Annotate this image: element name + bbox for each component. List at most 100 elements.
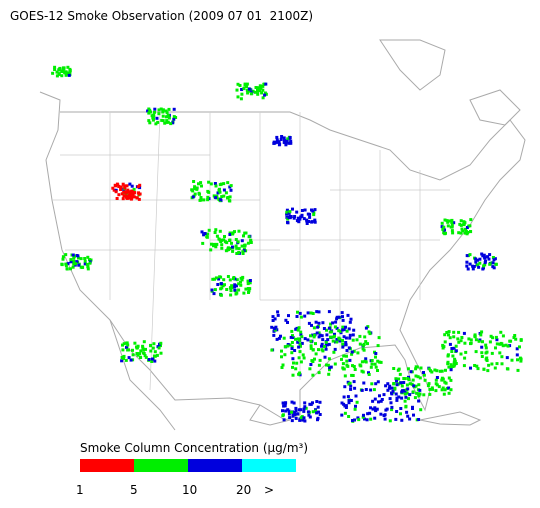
smoke-pixel — [325, 328, 328, 332]
smoke-pixel — [249, 238, 253, 242]
smoke-pixel — [290, 400, 294, 404]
smoke-pixel — [277, 143, 281, 147]
smoke-pixel — [368, 332, 372, 336]
smoke-pixel — [389, 401, 393, 405]
smoke-pixel — [209, 182, 213, 186]
smoke-pixel — [355, 338, 359, 342]
smoke-pixel — [247, 289, 251, 293]
smoke-pixel — [441, 343, 445, 347]
smoke-pixel — [454, 362, 458, 365]
smoke-pixel — [139, 349, 143, 353]
smoke-pixel — [457, 231, 461, 235]
smoke-pixel — [245, 82, 249, 86]
smoke-pixel — [363, 417, 366, 421]
smoke-pixel — [392, 367, 396, 370]
smoke-pixel — [240, 278, 244, 282]
smoke-pixel — [362, 413, 365, 417]
smoke-pixel — [518, 345, 521, 349]
smoke-pixel — [370, 382, 374, 386]
smoke-pixel — [201, 241, 205, 245]
smoke-pixel — [230, 284, 234, 288]
smoke-pixel — [445, 331, 449, 334]
smoke-pixel — [434, 389, 438, 393]
legend-swatch — [134, 459, 188, 472]
smoke-pixel — [218, 275, 222, 279]
smoke-pixel — [400, 384, 404, 388]
smoke-pixel — [275, 135, 279, 139]
smoke-pixel — [443, 380, 447, 384]
smoke-pixel — [362, 343, 365, 347]
smoke-pixel — [411, 405, 414, 409]
smoke-pixel — [211, 277, 215, 281]
smoke-pixel — [214, 196, 218, 200]
smoke-pixel — [463, 231, 467, 235]
smoke-pixel — [294, 417, 298, 420]
smoke-pixel — [447, 365, 451, 369]
smoke-pixel — [229, 293, 233, 297]
smoke-pixel — [228, 286, 232, 290]
smoke-pixel — [241, 252, 245, 255]
smoke-pixel — [360, 369, 364, 373]
smoke-pixel — [308, 415, 312, 419]
smoke-pixel — [285, 208, 289, 212]
smoke-pixel — [500, 355, 504, 359]
smoke-pixel — [150, 114, 154, 118]
smoke-pixel — [300, 341, 304, 345]
smoke-pixel — [295, 361, 299, 365]
smoke-pixel — [321, 338, 325, 342]
smoke-pixel — [370, 362, 374, 366]
smoke-pixel — [510, 358, 514, 362]
smoke-pixel — [122, 354, 126, 358]
smoke-pixel — [463, 341, 467, 345]
smoke-pixel — [338, 337, 342, 341]
smoke-pixel — [299, 315, 303, 319]
smoke-pixel — [333, 332, 336, 336]
smoke-pixel — [130, 196, 134, 200]
smoke-pixel — [233, 283, 237, 287]
smoke-pixel — [343, 385, 347, 389]
smoke-pixel — [462, 220, 466, 224]
smoke-pixel — [491, 261, 495, 265]
smoke-pixel — [354, 404, 357, 408]
smoke-pixel — [276, 313, 280, 317]
smoke-pixel — [117, 185, 121, 188]
smoke-pixel — [198, 198, 202, 202]
smoke-pixel — [372, 388, 376, 392]
smoke-pixel — [241, 275, 245, 279]
smoke-pixel — [313, 220, 317, 224]
smoke-pixel — [57, 72, 61, 76]
smoke-pixel — [142, 340, 146, 344]
smoke-pixel — [284, 401, 288, 405]
smoke-pixel — [233, 230, 236, 234]
smoke-pixel — [313, 208, 317, 212]
smoke-pixel — [291, 373, 295, 377]
smoke-pixel — [127, 190, 131, 194]
smoke-pixel — [282, 418, 286, 422]
smoke-pixel — [390, 405, 394, 409]
smoke-pixel — [259, 86, 263, 90]
smoke-pixel — [374, 382, 378, 386]
smoke-pixel — [513, 334, 517, 337]
smoke-pixel — [401, 389, 404, 393]
smoke-pixel — [422, 371, 425, 374]
smoke-pixel — [342, 335, 346, 339]
smoke-pixel — [237, 282, 241, 286]
smoke-pixel — [238, 84, 242, 87]
smoke-pixel — [464, 227, 467, 231]
smoke-pixel — [139, 356, 143, 359]
smoke-pixel — [68, 69, 72, 72]
smoke-pixel — [147, 119, 151, 123]
smoke-pixel — [207, 228, 211, 232]
smoke-pixel — [317, 363, 321, 367]
smoke-pixel — [447, 333, 450, 337]
smoke-pixel — [351, 374, 355, 377]
smoke-pixel — [333, 347, 337, 351]
smoke-pixel — [214, 184, 218, 188]
smoke-pixel — [51, 71, 55, 75]
smoke-pixel — [295, 210, 299, 214]
smoke-pixel — [344, 406, 348, 409]
smoke-pixel — [508, 339, 512, 343]
smoke-pixel — [219, 282, 223, 286]
smoke-pixel — [219, 198, 223, 202]
smoke-pixel — [450, 229, 454, 233]
